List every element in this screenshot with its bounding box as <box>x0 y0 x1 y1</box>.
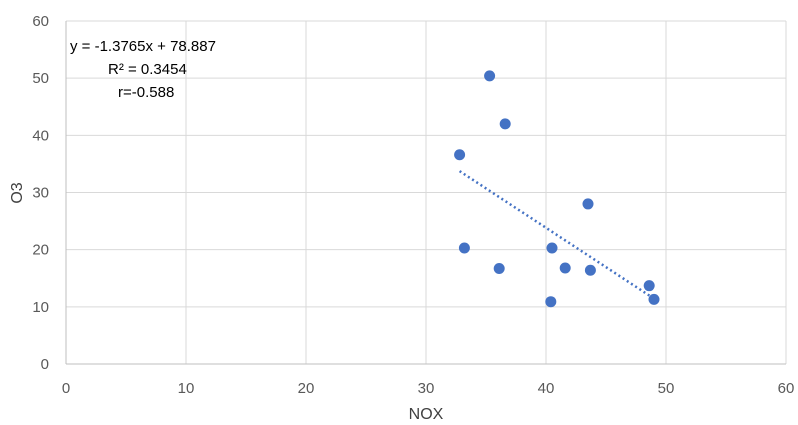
data-point <box>454 149 466 161</box>
data-point <box>484 70 496 82</box>
tick-labels: 0 10 20 30 40 50 60 0 10 20 30 40 50 60 <box>32 13 794 397</box>
gridlines <box>66 20 787 364</box>
x-tick-label: 60 <box>778 380 795 397</box>
data-point <box>493 263 505 275</box>
data-point <box>546 242 558 254</box>
data-point <box>643 280 655 292</box>
x-tick-label: 20 <box>298 380 315 397</box>
trendline <box>458 170 655 300</box>
y-tick-label: 30 <box>32 185 49 202</box>
data-point <box>584 264 596 276</box>
trendline-layer <box>458 170 655 300</box>
axes <box>65 21 786 365</box>
data-point <box>648 293 660 305</box>
y-tick-label: 60 <box>32 13 49 30</box>
y-axis-title: O3 <box>9 182 26 203</box>
x-tick-label: 0 <box>62 380 70 397</box>
equation-label: y = -1.3765x + 78.887 <box>70 38 216 55</box>
x-tick-label: 10 <box>178 380 195 397</box>
x-tick-label: 50 <box>658 380 675 397</box>
y-tick-label: 10 <box>32 299 49 316</box>
y-tick-label: 40 <box>32 127 49 144</box>
correlation-label: r=-0.588 <box>118 84 174 101</box>
data-point <box>499 118 511 130</box>
data-point <box>559 262 571 274</box>
data-point <box>582 198 594 210</box>
y-tick-label: 50 <box>32 70 49 87</box>
x-tick-label: 40 <box>538 380 555 397</box>
data-point <box>545 296 557 308</box>
r-squared-label: R² = 0.3454 <box>108 61 187 78</box>
data-point <box>458 242 470 254</box>
x-axis-title: NOX <box>409 406 444 423</box>
data-points <box>454 70 660 308</box>
y-tick-label: 20 <box>32 242 49 259</box>
trendline-annotation: y = -1.3765x + 78.887 R² = 0.3454 r=-0.5… <box>70 38 216 101</box>
x-tick-label: 30 <box>418 380 435 397</box>
y-tick-label: 0 <box>41 356 49 373</box>
